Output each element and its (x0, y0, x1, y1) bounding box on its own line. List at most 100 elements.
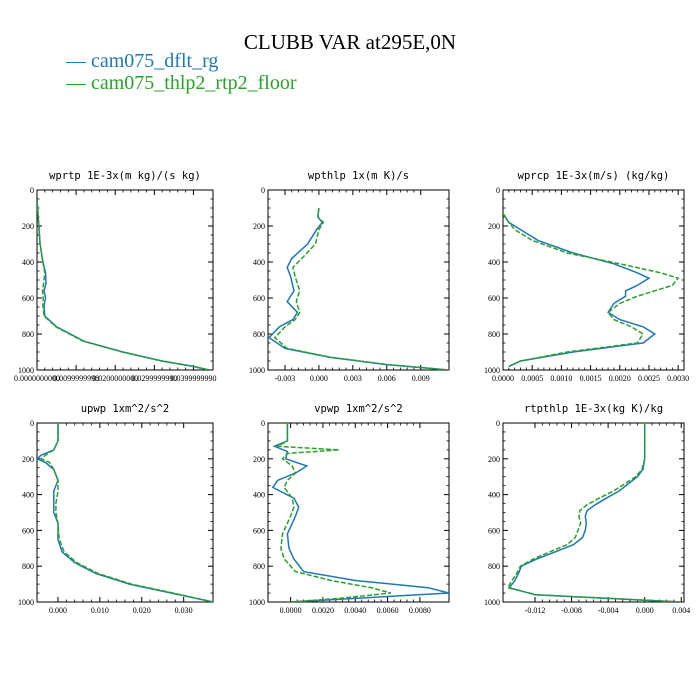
x-tick-label-2-3: 0.0015 (580, 374, 602, 383)
x-tick-label-0-2: 0.0200000000 (92, 374, 138, 383)
y-tick-label-5-3: 600 (488, 526, 500, 535)
plot-frame-0 (36, 189, 214, 371)
y-tick-label-1-1: 200 (253, 222, 265, 231)
figure-title: CLUBB VAR at295E,0N (243, 30, 457, 54)
x-tick-label-3-0: 0.000 (49, 606, 67, 615)
y-tick-label-5-0: 0 (496, 419, 500, 428)
panel-title-3: upwp 1xm^2/s^2 (81, 403, 170, 415)
y-tick-label-2-4: 800 (488, 330, 500, 339)
series-line-4-0 (271, 423, 449, 602)
x-tick-label-2-4: 0.0020 (609, 374, 631, 383)
y-tick-label-3-4: 800 (22, 562, 34, 571)
plot-frame-5 (502, 422, 685, 603)
x-tick-label-5-0: -0.012 (525, 606, 546, 615)
y-tick-label-1-5: 1000 (249, 366, 265, 375)
x-tick-label-1-3: 0.006 (378, 374, 396, 383)
series-line-3-0 (37, 423, 213, 602)
x-tick-label-3-1: 0.010 (91, 606, 109, 615)
x-tick-label-0-3: 0.0299999990 (131, 374, 177, 383)
x-tick-label-1-1: 0.000 (310, 374, 328, 383)
y-tick-label-4-4: 800 (253, 562, 265, 571)
series-line-4-1 (275, 423, 391, 602)
y-tick-label-2-1: 200 (488, 222, 500, 231)
x-tick-label-1-0: -0.003 (275, 374, 296, 383)
y-tick-label-2-2: 400 (488, 258, 500, 267)
panel-title-5: rtpthlp 1E-3x(kg K)/kg (524, 403, 663, 415)
y-tick-label-0-4: 800 (22, 330, 34, 339)
x-tick-label-2-6: 0.0030 (667, 374, 689, 383)
x-tick-label-5-1: -0.008 (561, 606, 582, 615)
y-tick-label-1-4: 800 (253, 330, 265, 339)
x-tick-label-5-3: 0.000 (636, 606, 654, 615)
x-tick-label-2-2: 0.0010 (550, 374, 572, 383)
y-tick-label-3-2: 400 (22, 491, 34, 500)
panel-title-4: vpwp 1xm^2/s^2 (314, 403, 403, 415)
y-tick-label-0-1: 200 (22, 222, 34, 231)
plot-frame-2 (502, 189, 685, 371)
legend-item-dflt: — cam075_dflt_rg (66, 50, 297, 72)
y-tick-label-1-3: 600 (253, 294, 265, 303)
y-tick-label-1-2: 400 (253, 258, 265, 267)
y-tick-label-4-5: 1000 (249, 598, 265, 607)
y-tick-label-2-5: 1000 (484, 366, 500, 375)
y-tick-label-5-2: 400 (488, 491, 500, 500)
x-tick-label-0-4: 0.0399999990 (170, 374, 216, 383)
legend-line-icon: — (66, 72, 91, 94)
y-tick-label-0-5: 1000 (18, 366, 34, 375)
x-tick-label-3-3: 0.030 (175, 606, 193, 615)
series-line-1-1 (273, 207, 449, 370)
x-tick-label-4-3: 0.0060 (377, 606, 399, 615)
panel-title-0: wprtp 1E-3x(m kg)/(s kg) (49, 170, 201, 182)
series-line-0-0 (37, 198, 210, 370)
x-tick-label-5-4: 0.004 (672, 606, 690, 615)
x-tick-label-4-0: 0.0000 (280, 606, 302, 615)
y-tick-label-3-0: 0 (30, 419, 34, 428)
legend-line-icon: — (66, 50, 91, 72)
series-line-2-1 (503, 212, 680, 368)
series-line-1-0 (268, 207, 449, 370)
y-tick-label-2-3: 600 (488, 294, 500, 303)
y-tick-label-0-2: 400 (22, 258, 34, 267)
plot-frame-1 (267, 189, 450, 371)
x-tick-label-0-1: 0.0099999998 (53, 374, 99, 383)
legend: — cam075_dflt_rg — cam075_thlp2_rtp2_flo… (66, 50, 297, 94)
x-tick-label-4-4: 0.0080 (409, 606, 431, 615)
y-tick-label-4-2: 400 (253, 491, 265, 500)
x-tick-label-4-1: 0.0020 (312, 606, 334, 615)
x-tick-label-1-2: 0.003 (344, 374, 362, 383)
y-tick-label-1-0: 0 (261, 186, 265, 195)
y-tick-label-5-4: 800 (488, 562, 500, 571)
legend-item-floor: — cam075_thlp2_rtp2_floor (66, 72, 297, 94)
legend-label-dflt: cam075_dflt_rg (91, 50, 219, 72)
panel-title-1: wpthlp 1x(m K)/s (308, 170, 409, 182)
x-tick-label-0-0: 0.0000000000 (14, 374, 60, 383)
y-tick-label-0-3: 600 (22, 294, 34, 303)
y-tick-label-2-0: 0 (496, 186, 500, 195)
series-line-5-1 (506, 423, 682, 602)
series-line-0-1 (37, 198, 210, 370)
y-tick-label-3-5: 1000 (18, 598, 34, 607)
y-tick-label-3-1: 200 (22, 455, 34, 464)
series-line-2-0 (503, 212, 657, 368)
x-tick-label-1-4: 0.009 (412, 374, 430, 383)
x-tick-label-5-2: -0.004 (598, 606, 619, 615)
legend-label-floor: cam075_thlp2_rtp2_floor (91, 72, 297, 94)
series-line-3-1 (39, 423, 213, 602)
y-tick-label-0-0: 0 (30, 186, 34, 195)
x-tick-label-3-2: 0.020 (133, 606, 151, 615)
x-tick-label-2-0: 0.0000 (492, 374, 514, 383)
y-tick-label-5-5: 1000 (484, 598, 500, 607)
plot-frame-3 (36, 422, 214, 603)
y-tick-label-4-1: 200 (253, 455, 265, 464)
panel-title-2: wprcp 1E-3x(m/s) (kg/kg) (518, 170, 670, 182)
series-line-5-0 (508, 423, 682, 602)
plot-frame-4 (267, 422, 450, 603)
y-tick-label-4-0: 0 (261, 419, 265, 428)
x-tick-label-2-1: 0.0005 (521, 374, 543, 383)
y-tick-label-3-3: 600 (22, 526, 34, 535)
x-tick-label-4-2: 0.0040 (344, 606, 366, 615)
y-tick-label-4-3: 600 (253, 526, 265, 535)
y-tick-label-5-1: 200 (488, 455, 500, 464)
x-tick-label-2-5: 0.0025 (638, 374, 660, 383)
